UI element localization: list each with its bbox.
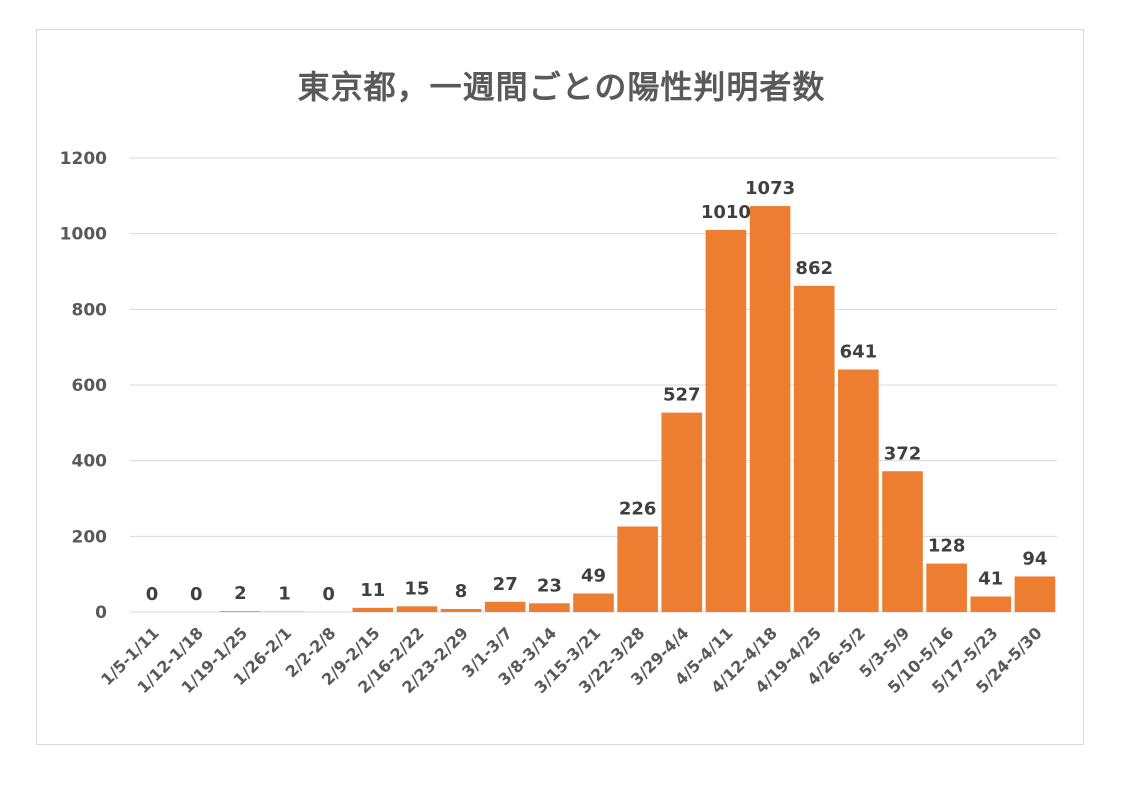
data-label: 527 (663, 385, 701, 406)
y-tick-label: 200 (72, 527, 108, 547)
data-label: 41 (978, 568, 1003, 589)
bar (838, 369, 879, 612)
data-label: 11 (360, 580, 385, 601)
data-label: 226 (619, 498, 657, 519)
data-labels: 0 0 2 1 0 11 15 8 27 23 49 226 527 1010 1073 862 641 372 1… (146, 178, 1048, 605)
chart-title: 東京都，一週間ごとの陽性判明者数 (297, 68, 826, 106)
data-label: 8 (455, 581, 468, 602)
bar (617, 526, 658, 612)
bar (573, 593, 614, 612)
data-label: 862 (795, 258, 833, 279)
bar (882, 471, 923, 612)
bar (396, 606, 438, 612)
chart-frame (36, 29, 1084, 745)
y-tick-label: 1200 (60, 149, 107, 169)
data-label: 27 (493, 574, 518, 595)
bar (705, 229, 747, 612)
y-tick-label: 400 (72, 452, 108, 472)
bar (440, 608, 482, 612)
y-tick-label: 600 (72, 376, 108, 396)
data-label: 0 (322, 584, 335, 605)
y-axis-tick-labels: 0 200 400 600 800 1000 1200 (60, 149, 107, 623)
data-label: 641 (840, 341, 878, 362)
data-label: 0 (190, 584, 203, 605)
bar (749, 206, 791, 612)
gridlines (130, 157, 1057, 613)
data-label: 128 (928, 536, 966, 557)
data-label: 1010 (701, 202, 751, 223)
bar (970, 596, 1012, 612)
bar (484, 601, 526, 612)
bars (220, 206, 1056, 612)
y-tick-label: 0 (95, 603, 107, 623)
bar (1014, 576, 1056, 612)
data-label: 1 (278, 584, 291, 605)
data-label: 94 (1022, 548, 1047, 569)
data-label: 1073 (745, 178, 795, 199)
data-label: 23 (537, 575, 562, 596)
bar (793, 285, 835, 612)
bar (661, 412, 703, 612)
data-label: 372 (884, 443, 922, 464)
data-label: 0 (146, 584, 159, 605)
data-label: 15 (404, 578, 429, 599)
data-label: 2 (234, 583, 247, 604)
bar (926, 563, 967, 612)
bar (220, 611, 261, 612)
bar (352, 607, 394, 612)
data-label: 49 (581, 565, 606, 586)
bar (529, 603, 570, 612)
category-labels: 1/5-1/111/12-1/181/19-1/251/26-2/12/2-2/… (97, 623, 1046, 697)
y-tick-label: 1000 (60, 225, 107, 245)
y-tick-label: 800 (72, 300, 108, 320)
